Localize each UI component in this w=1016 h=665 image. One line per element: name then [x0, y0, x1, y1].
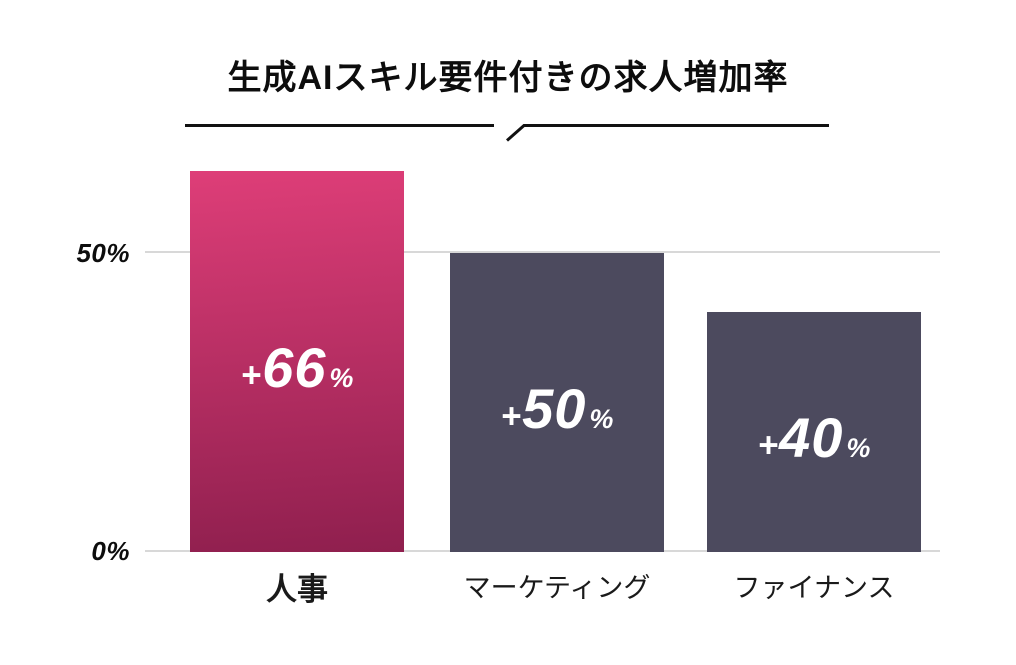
value-number: 40 [779, 406, 844, 469]
bar-hr-value-label: +66% [241, 328, 354, 396]
bar-marketing-value-label: +50% [501, 369, 614, 437]
gridline-50pct [145, 251, 940, 253]
percent-sign: % [589, 403, 614, 434]
x-axis-label-marketing: マーケティング [463, 573, 651, 603]
percent-sign: % [846, 433, 871, 463]
chart-title: 生成AIスキル要件付きの求人増加率 [227, 59, 789, 97]
plus-sign: + [500, 396, 523, 436]
x-axis-label-hr: 人事 [266, 572, 328, 607]
value-number: 50 [522, 376, 587, 440]
percent-sign: % [329, 362, 354, 393]
y-axis-tick-50: 50% [76, 238, 130, 268]
bar-marketing: +50% [450, 253, 664, 552]
y-axis-tick-0: 0% [91, 536, 130, 566]
plus-sign: + [757, 426, 780, 465]
bar-finance: +40% [707, 312, 921, 552]
title-underline-decoration [185, 124, 829, 142]
value-number: 66 [262, 335, 327, 399]
plus-sign: + [240, 355, 263, 395]
bar-hr: +66% [190, 171, 404, 552]
x-axis-label-finance: ファイナンス [733, 573, 895, 603]
bar-finance-value-label: +40% [758, 398, 871, 466]
